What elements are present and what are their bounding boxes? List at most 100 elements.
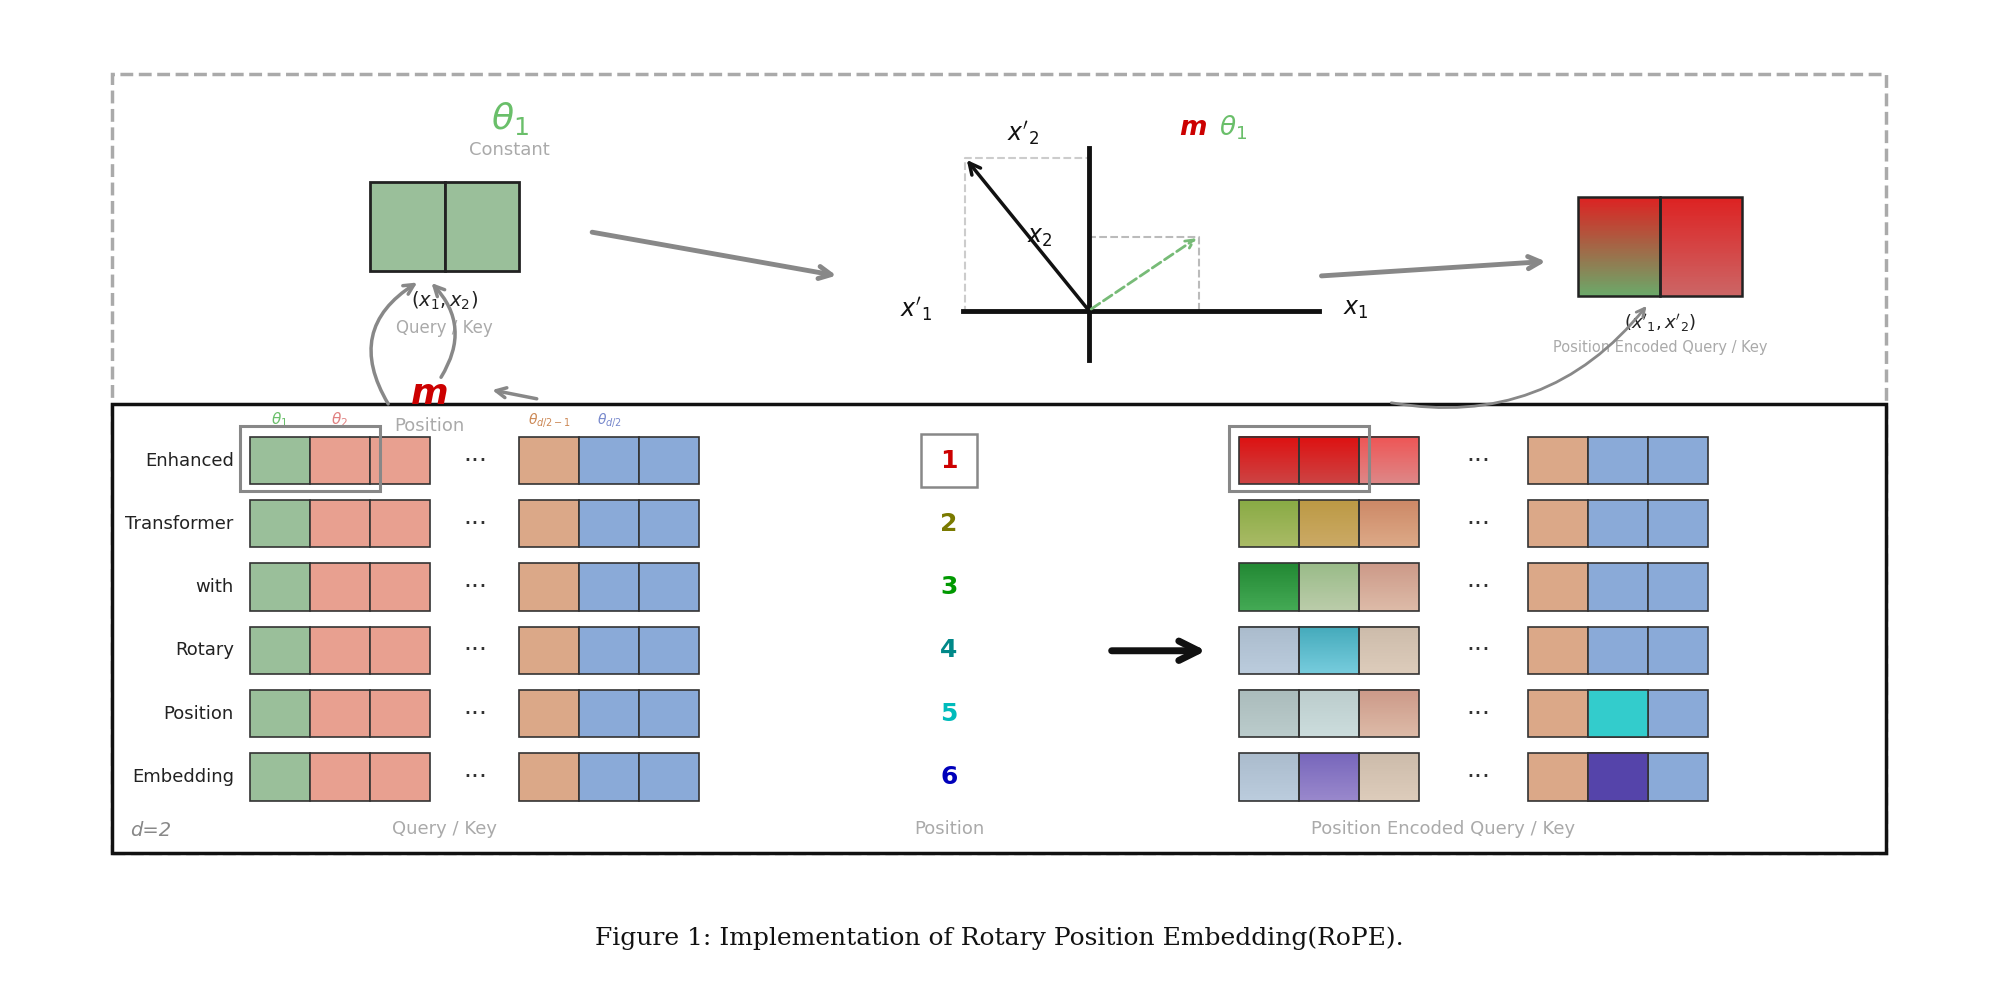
Bar — [1578, 255, 1660, 258]
Bar — [1239, 797, 1299, 799]
Bar — [1299, 437, 1359, 484]
Bar — [1239, 474, 1299, 475]
Bar — [639, 753, 699, 801]
Bar — [1359, 457, 1419, 458]
Bar — [1239, 483, 1299, 484]
Bar — [1359, 631, 1419, 632]
Bar — [1299, 453, 1359, 454]
Bar — [1299, 636, 1359, 637]
Bar — [1660, 255, 1742, 258]
Bar — [1239, 705, 1299, 707]
Bar — [1299, 792, 1359, 793]
Bar — [1239, 511, 1299, 512]
Bar — [1239, 724, 1299, 725]
Bar — [1359, 632, 1419, 634]
Bar — [1239, 585, 1299, 587]
Bar — [1299, 565, 1359, 567]
Bar — [639, 690, 699, 738]
Bar — [1359, 704, 1419, 705]
Bar — [1578, 262, 1660, 264]
Bar — [1359, 788, 1419, 790]
Bar — [1239, 592, 1299, 593]
Bar — [1239, 438, 1299, 439]
Bar — [1660, 259, 1742, 261]
Bar — [1359, 528, 1419, 529]
Bar — [1359, 648, 1419, 650]
Bar — [1299, 514, 1359, 515]
Bar — [1239, 768, 1299, 769]
Bar — [1359, 581, 1419, 583]
Bar — [1578, 271, 1660, 273]
Bar — [1299, 438, 1359, 439]
Bar — [1239, 563, 1299, 564]
Bar — [1359, 667, 1419, 668]
Bar — [1299, 773, 1359, 775]
Bar — [1359, 784, 1419, 785]
Bar — [1359, 437, 1419, 438]
Bar — [1299, 603, 1359, 604]
Bar — [1359, 441, 1419, 443]
Bar — [1239, 770, 1299, 771]
Bar — [1359, 540, 1419, 541]
Bar — [1528, 563, 1588, 610]
Bar — [1299, 476, 1359, 478]
Bar — [1299, 595, 1359, 596]
Bar — [1299, 468, 1359, 469]
Bar — [1359, 668, 1419, 669]
Bar — [1660, 215, 1742, 217]
Bar — [1578, 201, 1660, 204]
Bar — [1239, 760, 1299, 762]
Bar — [1299, 587, 1359, 588]
Bar — [1359, 523, 1419, 524]
Bar — [1359, 565, 1419, 566]
Bar — [1239, 778, 1299, 779]
Bar — [1299, 662, 1359, 663]
Bar — [1239, 800, 1299, 801]
Bar — [1239, 575, 1299, 576]
Bar — [1299, 600, 1359, 601]
Text: with: with — [196, 578, 234, 597]
Bar — [1660, 197, 1742, 296]
Bar — [1239, 506, 1299, 507]
Bar — [1660, 223, 1742, 225]
Bar — [1660, 238, 1742, 240]
Bar — [1359, 659, 1419, 660]
Bar — [1660, 232, 1742, 234]
Text: ···: ··· — [1467, 449, 1491, 472]
Bar — [1359, 574, 1419, 575]
Bar — [1299, 577, 1359, 579]
Bar — [1359, 703, 1419, 704]
Bar — [1359, 642, 1419, 643]
Bar — [1359, 752, 1419, 754]
Bar — [1359, 753, 1419, 801]
Bar — [1299, 526, 1359, 527]
Bar — [1299, 708, 1359, 710]
Bar — [1359, 456, 1419, 457]
Bar — [1299, 652, 1359, 653]
Bar — [1239, 500, 1299, 501]
Bar — [310, 690, 370, 738]
Bar — [1299, 734, 1359, 735]
Bar — [1299, 510, 1359, 511]
Bar — [1299, 508, 1359, 509]
Bar — [1359, 469, 1419, 470]
Bar — [1359, 782, 1419, 783]
Bar — [1660, 218, 1742, 220]
Bar — [1239, 471, 1299, 472]
Bar — [1239, 767, 1299, 768]
Text: ···: ··· — [1467, 702, 1491, 726]
Bar — [1359, 795, 1419, 796]
Bar — [1299, 653, 1359, 655]
Bar — [1299, 794, 1359, 795]
Bar — [1299, 513, 1359, 514]
Bar — [1239, 634, 1299, 635]
Bar — [1359, 504, 1419, 505]
Bar — [1239, 518, 1299, 519]
Bar — [1578, 237, 1660, 239]
Bar — [1359, 655, 1419, 656]
Bar — [1660, 249, 1742, 251]
Text: 5: 5 — [941, 702, 957, 726]
Bar — [1299, 569, 1359, 571]
Bar — [1359, 656, 1419, 657]
Bar — [1359, 591, 1419, 592]
